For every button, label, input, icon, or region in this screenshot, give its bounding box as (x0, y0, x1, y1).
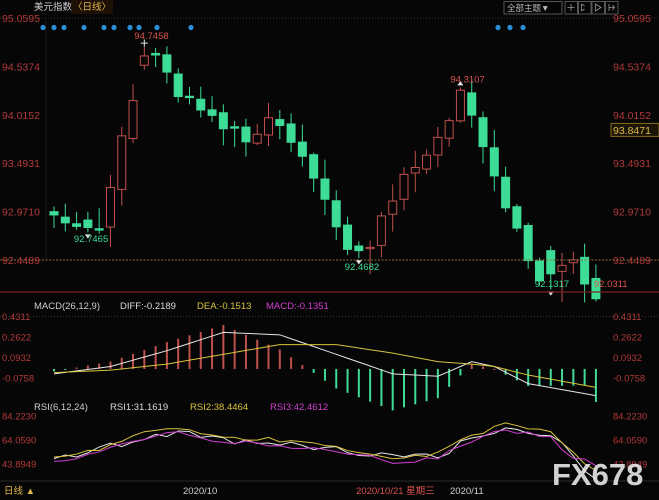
svg-text:2020/10: 2020/10 (183, 486, 217, 497)
svg-text:全部主题▼: 全部主题▼ (507, 3, 549, 13)
svg-text:94.0152: 94.0152 (2, 110, 40, 122)
svg-text:92.0311: 92.0311 (594, 279, 628, 290)
svg-text:DIFF:-0.2189: DIFF:-0.2189 (120, 301, 176, 312)
svg-text:94.5374: 94.5374 (2, 61, 40, 73)
svg-text:95.0595: 95.0595 (613, 13, 651, 25)
svg-text:-0.0758: -0.0758 (2, 374, 34, 385)
svg-text:-0.0758: -0.0758 (613, 374, 645, 385)
svg-text:MACD:-0.1351: MACD:-0.1351 (266, 301, 329, 312)
svg-text:93.4931: 93.4931 (613, 158, 651, 170)
svg-text:43.8949: 43.8949 (2, 460, 36, 471)
svg-text:92.9710: 92.9710 (2, 207, 40, 219)
svg-text:92.7465: 92.7465 (74, 234, 108, 245)
svg-text:84.2230: 84.2230 (613, 412, 647, 423)
svg-text:92.9710: 92.9710 (613, 207, 651, 219)
svg-text:0.0932: 0.0932 (2, 353, 31, 364)
svg-text:0.4311: 0.4311 (613, 312, 641, 323)
svg-text:RSI2:38.4464: RSI2:38.4464 (190, 402, 248, 413)
svg-text:92.4682: 92.4682 (345, 262, 379, 273)
svg-text:日线 ▲: 日线 ▲ (4, 485, 35, 497)
svg-text:92.1317: 92.1317 (535, 279, 569, 290)
svg-text:美元指数: 美元指数 (34, 1, 73, 13)
svg-text:92.4489: 92.4489 (613, 255, 651, 267)
svg-text:RSI1:31.1619: RSI1:31.1619 (110, 402, 168, 413)
svg-text:64.0590: 64.0590 (2, 436, 36, 447)
svg-text:〈日线〉: 〈日线〉 (73, 1, 111, 13)
svg-text:64.0590: 64.0590 (613, 436, 647, 447)
svg-text:RSI(6,12,24): RSI(6,12,24) (34, 402, 88, 413)
svg-text:FX678: FX678 (552, 457, 643, 492)
svg-text:RSI3:42.4612: RSI3:42.4612 (270, 402, 328, 413)
svg-text:0.2622: 0.2622 (2, 333, 31, 344)
svg-text:94.5374: 94.5374 (613, 61, 651, 73)
svg-text:95.0595: 95.0595 (2, 13, 40, 25)
svg-text:92.4489: 92.4489 (2, 255, 40, 267)
svg-text:DEA:-0.1513: DEA:-0.1513 (197, 301, 251, 312)
svg-text:94.0152: 94.0152 (613, 110, 651, 122)
svg-text:0.0932: 0.0932 (613, 353, 642, 364)
svg-text:0.4311: 0.4311 (2, 312, 30, 323)
svg-text:84.2230: 84.2230 (2, 412, 36, 423)
svg-text:93.8471: 93.8471 (613, 125, 651, 137)
svg-text:2020/10/21 星期三: 2020/10/21 星期三 (356, 486, 435, 497)
svg-text:94.3107: 94.3107 (450, 74, 484, 85)
svg-text:0.2622: 0.2622 (613, 333, 642, 344)
svg-text:94.7458: 94.7458 (134, 31, 168, 42)
svg-text:MACD(26,12,9): MACD(26,12,9) (34, 301, 100, 312)
svg-text:2020/11: 2020/11 (450, 486, 484, 497)
svg-text:93.4931: 93.4931 (2, 158, 40, 170)
